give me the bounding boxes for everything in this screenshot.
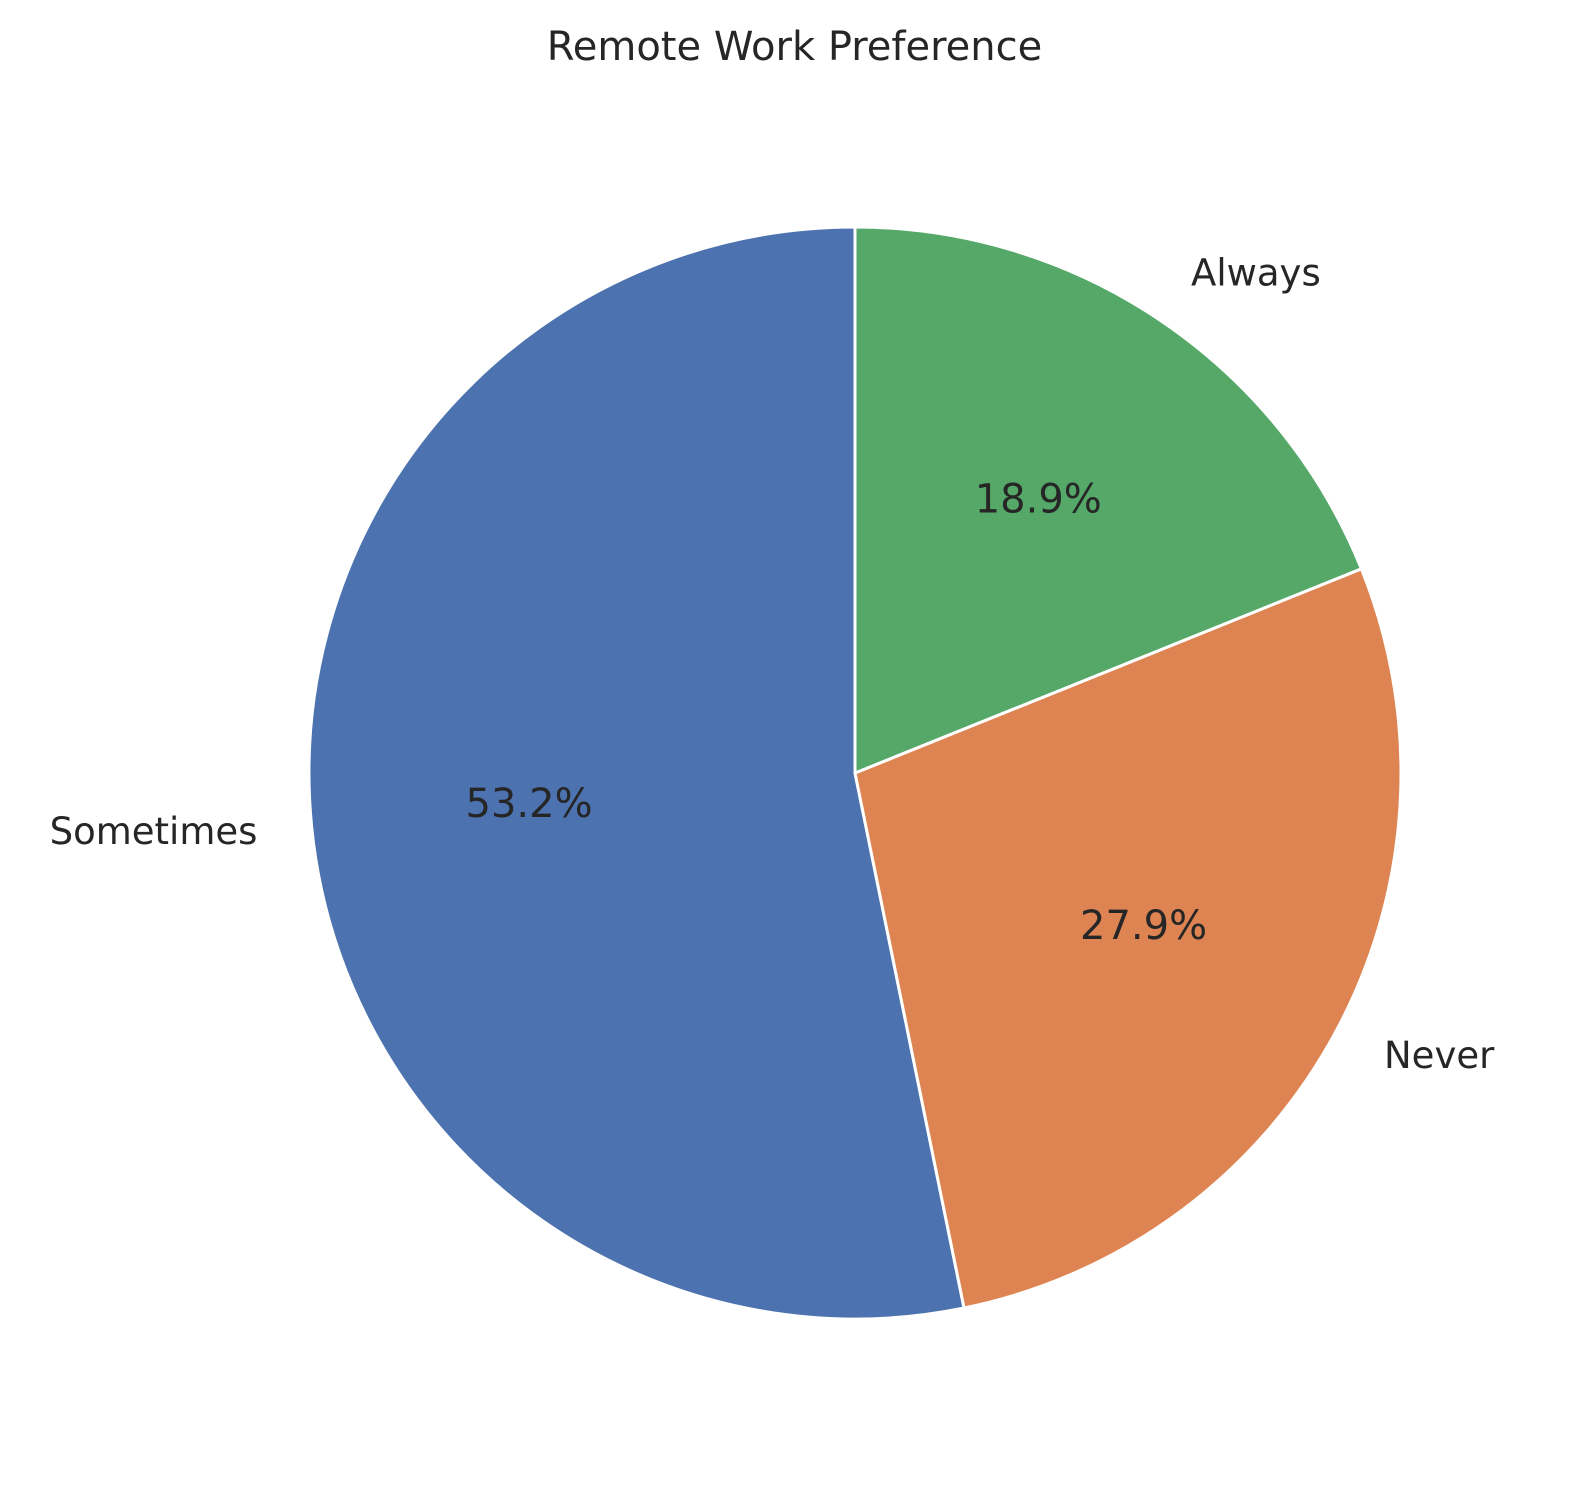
pie-slice-always (853, 225, 1363, 775)
slice-label-always: Always (1191, 252, 1321, 295)
slice-label-sometimes: Sometimes (50, 810, 258, 853)
slice-percent-never: 27.9% (1080, 903, 1207, 949)
chart-title: Remote Work Preference (546, 24, 1043, 70)
pie-slices (307, 225, 1403, 1321)
slice-percent-sometimes: 53.2% (466, 781, 593, 827)
slice-label-never: Never (1384, 1034, 1495, 1077)
pie-slice-sometimes (307, 225, 966, 1321)
slice-percent-always: 18.9% (975, 476, 1102, 522)
pie-slice-never (853, 567, 1403, 1310)
pie-labels: Sometimes 53.2% Never 27.9% Always 18.9% (50, 252, 1495, 1077)
